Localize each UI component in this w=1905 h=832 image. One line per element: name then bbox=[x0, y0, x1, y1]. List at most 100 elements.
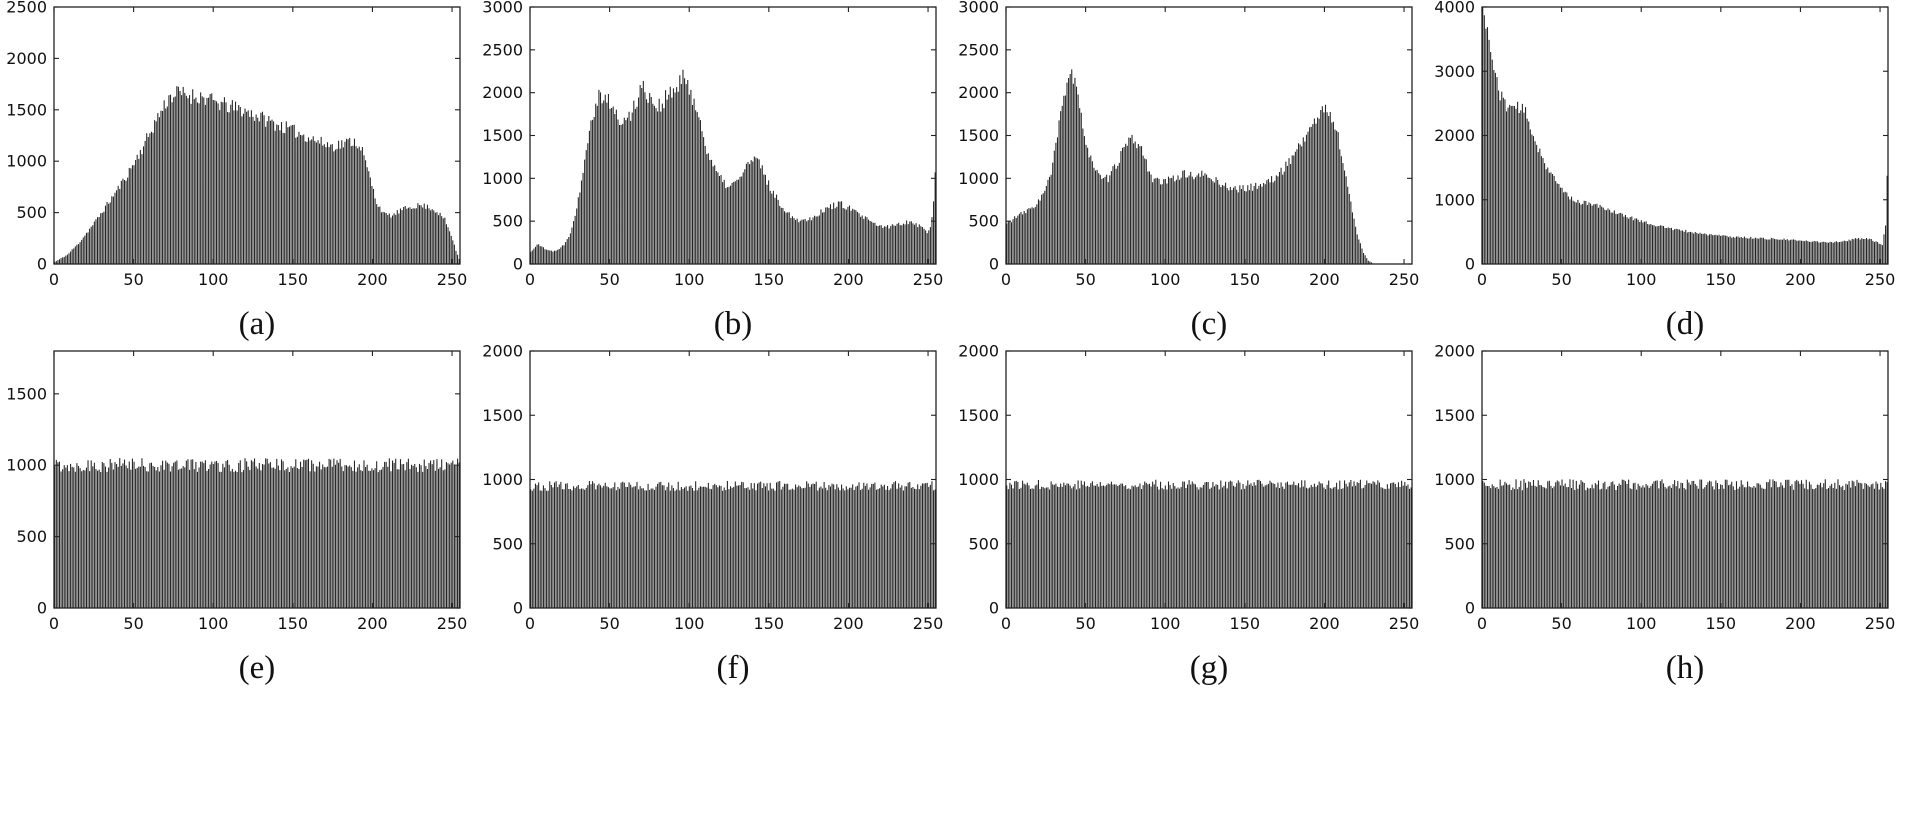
svg-text:3000: 3000 bbox=[1434, 62, 1475, 81]
svg-text:500: 500 bbox=[492, 534, 523, 553]
svg-text:50: 50 bbox=[599, 270, 619, 289]
svg-text:0: 0 bbox=[525, 270, 535, 289]
svg-text:250: 250 bbox=[913, 270, 944, 289]
svg-text:500: 500 bbox=[968, 212, 999, 231]
svg-text:2000: 2000 bbox=[958, 83, 999, 102]
subplot-caption-a: (a) bbox=[238, 306, 276, 342]
histogram-plot-d: 0 50 100 150 200 250 0 1000 2000 3000 4000 bbox=[1434, 0, 1895, 289]
svg-text:50: 50 bbox=[123, 614, 143, 633]
svg-text:1500: 1500 bbox=[482, 126, 523, 145]
svg-text:2000: 2000 bbox=[482, 83, 523, 102]
svg-text:200: 200 bbox=[357, 270, 388, 289]
histogram-plot-f: 0 50 100 150 200 250 0 500 1000 1500 2000 bbox=[482, 344, 944, 633]
svg-text:0: 0 bbox=[1477, 614, 1487, 633]
svg-text:0: 0 bbox=[1465, 255, 1475, 274]
svg-text:0: 0 bbox=[525, 614, 535, 633]
svg-text:0: 0 bbox=[37, 599, 47, 618]
svg-text:50: 50 bbox=[1551, 614, 1571, 633]
svg-text:250: 250 bbox=[1865, 614, 1896, 633]
svg-text:100: 100 bbox=[674, 614, 705, 633]
svg-text:1500: 1500 bbox=[958, 126, 999, 145]
svg-text:0: 0 bbox=[989, 255, 999, 274]
svg-text:1000: 1000 bbox=[482, 470, 523, 489]
svg-text:200: 200 bbox=[1309, 270, 1340, 289]
histogram-figure-g: 0 50 100 150 200 250 0 500 1000 1500 2000 (g) bbox=[952, 344, 1428, 832]
svg-text:1500: 1500 bbox=[482, 406, 523, 425]
svg-text:1000: 1000 bbox=[958, 470, 999, 489]
svg-text:150: 150 bbox=[1706, 614, 1737, 633]
svg-text:0: 0 bbox=[989, 599, 999, 618]
svg-text:100: 100 bbox=[1626, 614, 1657, 633]
svg-text:3000: 3000 bbox=[482, 0, 523, 17]
svg-text:2000: 2000 bbox=[958, 344, 999, 361]
subplot-caption-b: (b) bbox=[713, 306, 753, 342]
svg-text:4000: 4000 bbox=[1434, 0, 1475, 17]
svg-text:150: 150 bbox=[1230, 270, 1261, 289]
svg-text:0: 0 bbox=[37, 255, 47, 274]
subplot-caption-g: (g) bbox=[1189, 650, 1229, 686]
histogram-figure-d: 0 50 100 150 200 250 0 1000 2000 3000 4000 (d) bbox=[1428, 0, 1904, 344]
svg-text:50: 50 bbox=[123, 270, 143, 289]
svg-text:200: 200 bbox=[1309, 614, 1340, 633]
histogram-plot-e: 0 50 100 150 200 250 0 500 1000 1500 bbox=[6, 350, 468, 633]
svg-text:150: 150 bbox=[278, 270, 309, 289]
svg-text:2000: 2000 bbox=[6, 49, 47, 68]
svg-text:50: 50 bbox=[1551, 270, 1571, 289]
svg-text:1000: 1000 bbox=[1434, 470, 1475, 489]
svg-text:250: 250 bbox=[437, 614, 468, 633]
svg-text:100: 100 bbox=[198, 270, 229, 289]
histogram-plot-h: 0 50 100 150 200 250 0 500 1000 1500 2000 bbox=[1434, 344, 1896, 633]
svg-text:250: 250 bbox=[1389, 270, 1420, 289]
svg-text:50: 50 bbox=[1075, 614, 1095, 633]
svg-text:1500: 1500 bbox=[6, 100, 47, 119]
histogram-figure-e: 0 50 100 150 200 250 0 500 1000 1500 (e) bbox=[0, 344, 476, 832]
svg-text:2500: 2500 bbox=[958, 40, 999, 59]
svg-text:1000: 1000 bbox=[482, 169, 523, 188]
svg-text:1000: 1000 bbox=[958, 169, 999, 188]
svg-text:0: 0 bbox=[513, 255, 523, 274]
histogram-figure-c: 0 50 100 150 200 250 0 500 1000 1500 2000 2500 3000 … bbox=[952, 0, 1428, 344]
histogram-figure-h: 0 50 100 150 200 250 0 500 1000 1500 2000 (h) bbox=[1428, 344, 1904, 832]
svg-text:200: 200 bbox=[357, 614, 388, 633]
svg-text:2500: 2500 bbox=[6, 0, 47, 17]
svg-text:100: 100 bbox=[198, 614, 229, 633]
svg-text:200: 200 bbox=[1785, 270, 1816, 289]
svg-text:1500: 1500 bbox=[1434, 406, 1475, 425]
svg-text:0: 0 bbox=[49, 614, 59, 633]
histogram-figure-f: 0 50 100 150 200 250 0 500 1000 1500 2000 (f) bbox=[476, 344, 952, 832]
histogram-figure-a: 0 50 100 150 200 250 0 500 1000 1500 2000 2500 (a) bbox=[0, 0, 476, 344]
svg-text:150: 150 bbox=[278, 614, 309, 633]
svg-text:2000: 2000 bbox=[1434, 344, 1475, 361]
svg-text:0: 0 bbox=[1001, 270, 1011, 289]
svg-text:1000: 1000 bbox=[1434, 190, 1475, 209]
subplot-caption-h: (h) bbox=[1665, 650, 1705, 686]
svg-text:100: 100 bbox=[1150, 270, 1181, 289]
svg-text:2000: 2000 bbox=[1434, 126, 1475, 145]
svg-text:500: 500 bbox=[16, 203, 47, 222]
svg-text:0: 0 bbox=[513, 599, 523, 618]
svg-text:100: 100 bbox=[1626, 270, 1657, 289]
svg-text:500: 500 bbox=[1444, 534, 1475, 553]
svg-text:100: 100 bbox=[674, 270, 705, 289]
svg-text:50: 50 bbox=[1075, 270, 1095, 289]
svg-text:0: 0 bbox=[49, 270, 59, 289]
svg-text:3000: 3000 bbox=[958, 0, 999, 17]
svg-text:2000: 2000 bbox=[482, 344, 523, 361]
svg-text:1500: 1500 bbox=[958, 406, 999, 425]
histogram-figure-b: 0 50 100 150 200 250 0 500 1000 1500 2000 2500 3000 … bbox=[476, 0, 952, 344]
svg-text:200: 200 bbox=[833, 270, 864, 289]
svg-text:0: 0 bbox=[1465, 599, 1475, 618]
svg-text:200: 200 bbox=[1785, 614, 1816, 633]
svg-text:500: 500 bbox=[16, 527, 47, 546]
svg-text:250: 250 bbox=[1389, 614, 1420, 633]
svg-text:100: 100 bbox=[1150, 614, 1181, 633]
subplot-caption-e: (e) bbox=[238, 650, 276, 686]
svg-text:250: 250 bbox=[913, 614, 944, 633]
svg-text:150: 150 bbox=[754, 270, 785, 289]
svg-text:500: 500 bbox=[492, 212, 523, 231]
svg-text:0: 0 bbox=[1001, 614, 1011, 633]
